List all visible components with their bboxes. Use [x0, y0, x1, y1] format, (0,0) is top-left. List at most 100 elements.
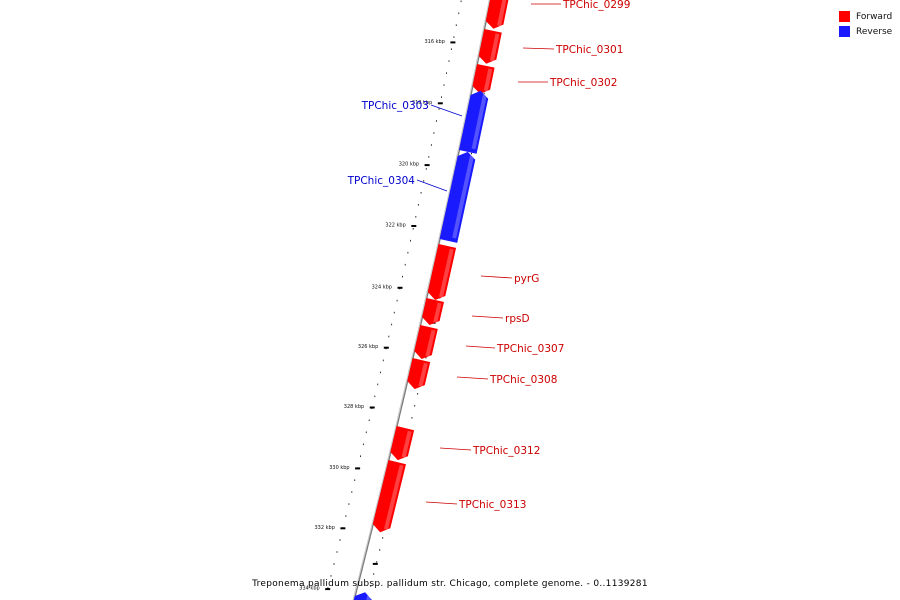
guide-dot	[362, 443, 364, 446]
gene-arrow-shading	[384, 464, 404, 530]
tick-label: 324 kbp	[372, 284, 392, 290]
gene-arrow[interactable]	[372, 460, 406, 533]
guide-dot	[354, 479, 356, 481]
guide-dot	[425, 356, 427, 359]
guide-dot	[330, 575, 332, 577]
guide-dot	[365, 431, 367, 434]
guide-dot	[388, 335, 390, 338]
guide-dot	[410, 239, 411, 242]
gene-label[interactable]: TPChic_0313	[458, 499, 526, 511]
gene-label[interactable]: TPChic_0307	[496, 343, 564, 355]
gene-arrow-shading	[425, 329, 436, 357]
gene-arrow[interactable]	[407, 358, 431, 390]
guide-dot	[443, 84, 445, 86]
guide-dot	[374, 395, 376, 398]
gene-arrow-shading	[439, 248, 454, 298]
guide-dot	[414, 405, 416, 407]
gene-arrow[interactable]	[422, 298, 444, 325]
gene-arrow-shading	[401, 430, 412, 458]
gene-arrow[interactable]	[439, 151, 476, 243]
major-tick	[383, 346, 389, 349]
guide-dot	[448, 60, 450, 62]
guide-dot	[379, 549, 381, 551]
guide-dot	[450, 48, 452, 50]
major-tick	[424, 164, 430, 167]
guide-dot	[483, 92, 485, 95]
strand-legend: Forward Reverse	[839, 9, 892, 39]
gene-label[interactable]: TPChic_0301	[555, 44, 623, 56]
major-tick	[397, 286, 403, 289]
tick-label: 328 kbp	[344, 404, 364, 410]
gene-arrow[interactable]	[390, 426, 415, 461]
forward-swatch	[839, 11, 850, 22]
guide-dot	[327, 587, 329, 589]
major-tick	[340, 527, 346, 530]
guide-dot	[339, 539, 341, 541]
gene-arrow-shading	[433, 302, 442, 323]
gene-arrow[interactable]	[414, 325, 438, 359]
genome-backbone-highlight	[352, 0, 490, 600]
guide-dot	[433, 132, 435, 134]
guide-dot	[415, 216, 417, 218]
tick-marks: 316 kbp 318 kbp 320 kbp 322 kbp 324 kbp 326 k…	[299, 39, 490, 592]
major-tick	[411, 225, 417, 227]
label-leader-line	[425, 501, 458, 505]
gene-label[interactable]: pyrG	[514, 273, 539, 285]
major-tick	[437, 102, 443, 105]
gene-arrow[interactable]	[427, 244, 457, 300]
gene-label[interactable]: rpsD	[505, 313, 530, 325]
tick-label: 318 kbp	[412, 100, 432, 106]
guide-dot	[417, 393, 419, 395]
guide-dot	[382, 359, 384, 362]
guide-dot	[420, 192, 422, 194]
guide-dot	[428, 156, 430, 158]
label-leader-line	[471, 315, 504, 319]
gene-label[interactable]: TPChic_0308	[489, 374, 557, 386]
gene-arrow[interactable]	[351, 592, 373, 600]
guide-dot	[393, 311, 395, 314]
major-tick	[325, 588, 331, 591]
guide-dot	[396, 299, 398, 302]
gene-label[interactable]: TPChic_0312	[472, 445, 540, 457]
gene-labels: TPChic_0299 TPChic_0301 TPChic_0302 TPChic_…	[347, 0, 631, 511]
legend-item-forward: Forward	[839, 9, 892, 24]
guide-dot	[436, 120, 437, 122]
tick-label: 334 kbp	[299, 586, 319, 592]
gene-features	[351, 0, 509, 600]
gene-arrow[interactable]	[485, 0, 509, 29]
label-leader-line	[522, 47, 555, 50]
reverse-swatch	[839, 26, 850, 37]
gene-arrow-shading	[497, 0, 507, 27]
guide-dot	[376, 561, 378, 563]
guide-dot	[360, 455, 361, 457]
guide-dot	[411, 417, 413, 419]
gene-arrow-shading	[490, 33, 500, 62]
gene-label[interactable]: TPChic_0303	[361, 100, 429, 112]
guide-dot	[402, 275, 403, 278]
guide-dot	[423, 180, 425, 182]
gene-arrow[interactable]	[478, 29, 502, 64]
label-leader-line	[416, 179, 448, 192]
gene-arrow[interactable]	[472, 64, 495, 94]
major-tick	[355, 467, 361, 470]
label-leader-line	[430, 104, 463, 117]
gene-arrow-shading	[452, 154, 475, 239]
guide-dot	[453, 36, 455, 38]
major-tick	[450, 41, 456, 44]
guide-dot	[407, 251, 409, 254]
guide-dot	[370, 585, 372, 587]
guide-dot	[380, 371, 381, 374]
gene-arrow[interactable]	[459, 90, 489, 154]
guide-dot	[425, 168, 427, 170]
guide-dot	[345, 515, 347, 517]
gene-label[interactable]: TPChic_0304	[347, 175, 416, 187]
gene-label[interactable]: TPChic_0302	[549, 77, 617, 89]
tick-label: 320 kbp	[399, 162, 419, 168]
guide-dot	[333, 563, 335, 565]
guide-dot	[438, 108, 440, 110]
guide-dot	[348, 503, 350, 505]
guide-dot	[336, 551, 338, 553]
gene-label[interactable]: TPChic_0299	[562, 0, 630, 11]
